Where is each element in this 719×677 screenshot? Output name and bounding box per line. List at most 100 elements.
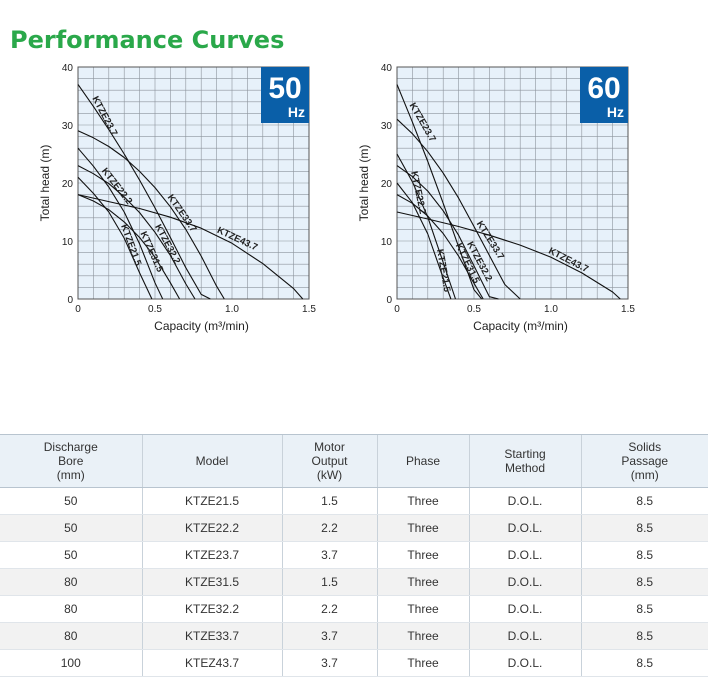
curve-ktze33.7	[396, 118, 521, 300]
table-cell: KTZE31.5	[141, 568, 282, 596]
x-tick-label: 1.5	[302, 304, 316, 315]
table-cell: 8.5	[580, 622, 708, 650]
y-tick-label: 40	[62, 63, 74, 74]
table-cell: Three	[376, 487, 469, 515]
table-cell: 50	[0, 487, 142, 515]
table-cell: D.O.L.	[468, 622, 581, 650]
table-cell: Three	[376, 541, 469, 569]
frequency-badge	[261, 67, 309, 123]
spec-table-container: Discharge Bore (mm) Model Motor Output (kW) Pha…	[0, 434, 719, 677]
curve-ktze21.5	[77, 176, 153, 300]
table-cell: KTZE32.2	[141, 595, 282, 623]
table-cell: KTZE21.5	[141, 487, 282, 515]
table-row: 80 KTZE32.2 2.2 Three D.O.L. 8.5	[0, 595, 708, 623]
table-cell: 50	[0, 541, 142, 569]
table-cell: 8.5	[580, 487, 708, 515]
table-cell: KTZE33.7	[141, 622, 282, 650]
table-cell: 80	[0, 568, 142, 596]
curve-ktze31.5	[396, 194, 484, 300]
x-tick-label: 1.0	[225, 304, 239, 315]
performance-chart-50hz: 0 0.5 1.0 1.5 0 10 20 30 40 Capacity (m³/min) Tota…	[36, 55, 326, 345]
table-header-cell: Model	[141, 434, 282, 488]
table-cell: 2.2	[281, 595, 377, 623]
table-cell: 100	[0, 649, 142, 677]
x-tick-label: 0.5	[148, 304, 162, 315]
frequency-badge-value: 60	[587, 72, 620, 105]
table-header-cell: Discharge Bore (mm)	[0, 434, 142, 488]
table-cell: 8.5	[580, 595, 708, 623]
chart-svg-60hz: 0 0.5 1.0 1.5 0 10 20 30 40 Capacity (m³/min) Tota…	[357, 63, 635, 333]
curve-ktze31.5	[77, 194, 181, 300]
performance-chart-60hz: 0 0.5 1.0 1.5 0 10 20 30 40 Capacity (m³/min) Tota…	[355, 55, 645, 345]
table-row: 100 KTEZ43.7 3.7 Three D.O.L. 8.5	[0, 649, 708, 677]
table-cell: 80	[0, 622, 142, 650]
table-cell: 3.7	[281, 541, 377, 569]
table-cell: Three	[376, 514, 469, 542]
table-cell: 8.5	[580, 514, 708, 542]
table-cell: 1.5	[281, 568, 377, 596]
x-tick-label: 0	[75, 304, 81, 315]
x-tick-label: 0.5	[467, 304, 481, 315]
table-row: 50 KTZE23.7 3.7 Three D.O.L. 8.5	[0, 541, 708, 569]
table-row: 80 KTZE33.7 3.7 Three D.O.L. 8.5	[0, 622, 708, 650]
plot-border	[77, 66, 310, 300]
table-cell: 3.7	[281, 649, 377, 677]
x-axis-title: Capacity (m³/min)	[473, 319, 568, 333]
table-cell: Three	[376, 568, 469, 596]
curve-ktze32.2	[396, 165, 499, 300]
table-body: 50 KTZE21.5 1.5 Three D.O.L. 8.5 50 KTZE22.2 2.2…	[0, 487, 708, 677]
table-row: 80 KTZE31.5 1.5 Three D.O.L. 8.5	[0, 568, 708, 596]
x-tick-label: 1.5	[621, 304, 635, 315]
table-cell: 2.2	[281, 514, 377, 542]
curve-ktze33.7	[77, 130, 225, 300]
y-tick-label: 30	[381, 121, 393, 132]
frequency-badge-unit: Hz	[288, 104, 305, 120]
frequency-badge	[580, 67, 628, 123]
x-axis-title: Capacity (m³/min)	[154, 319, 249, 333]
table-cell: D.O.L.	[468, 487, 581, 515]
table-cell: D.O.L.	[468, 649, 581, 677]
curve-ktze43.7	[77, 194, 304, 300]
table-cell: D.O.L.	[468, 568, 581, 596]
table-cell: D.O.L.	[468, 514, 581, 542]
table-cell: D.O.L.	[468, 595, 581, 623]
y-tick-label: 0	[67, 295, 73, 306]
y-tick-label: 0	[386, 295, 392, 306]
table-header-cell: Solids Passage (mm)	[580, 434, 708, 488]
y-tick-label: 20	[62, 179, 74, 190]
frequency-badge-value: 50	[268, 72, 301, 105]
table-cell: KTEZ43.7	[141, 649, 282, 677]
y-tick-label: 10	[381, 237, 393, 248]
x-tick-label: 1.0	[544, 304, 558, 315]
page-title: Performance Curves	[10, 26, 285, 54]
table-cell: Three	[376, 622, 469, 650]
table-header-cell: Starting Method	[468, 434, 581, 488]
table-row: 50 KTZE21.5 1.5 Three D.O.L. 8.5	[0, 487, 708, 515]
table-cell: 3.7	[281, 622, 377, 650]
x-tick-label: 0	[394, 304, 400, 315]
curve-ktze43.7	[396, 211, 621, 300]
table-header-cell: Motor Output (kW)	[281, 434, 377, 488]
y-axis-title: Total head (m)	[357, 145, 371, 222]
table-cell: 80	[0, 595, 142, 623]
frequency-badge-unit: Hz	[607, 104, 624, 120]
y-tick-label: 10	[62, 237, 74, 248]
table-header-cell: Phase	[376, 434, 469, 488]
table-cell: 8.5	[580, 568, 708, 596]
table-cell: Three	[376, 649, 469, 677]
table-cell: 1.5	[281, 487, 377, 515]
table-cell: 50	[0, 514, 142, 542]
table-cell: Three	[376, 595, 469, 623]
curve-ktze23.7	[396, 84, 483, 300]
curve-ktze21.5	[396, 182, 452, 300]
chart-svg-50hz: 0 0.5 1.0 1.5 0 10 20 30 40 Capacity (m³/min) Tota…	[38, 63, 316, 333]
table-header-row: Discharge Bore (mm) Model Motor Output (kW) Pha…	[0, 434, 708, 488]
table-row: 50 KTZE22.2 2.2 Three D.O.L. 8.5	[0, 514, 708, 542]
table-cell: D.O.L.	[468, 541, 581, 569]
spec-table: Discharge Bore (mm) Model Motor Output (kW) Pha…	[0, 434, 708, 677]
table-cell: KTZE22.2	[141, 514, 282, 542]
table-cell: 8.5	[580, 541, 708, 569]
y-axis-title: Total head (m)	[38, 145, 52, 222]
curve-ktze22.2	[77, 147, 164, 300]
y-tick-label: 20	[381, 179, 393, 190]
